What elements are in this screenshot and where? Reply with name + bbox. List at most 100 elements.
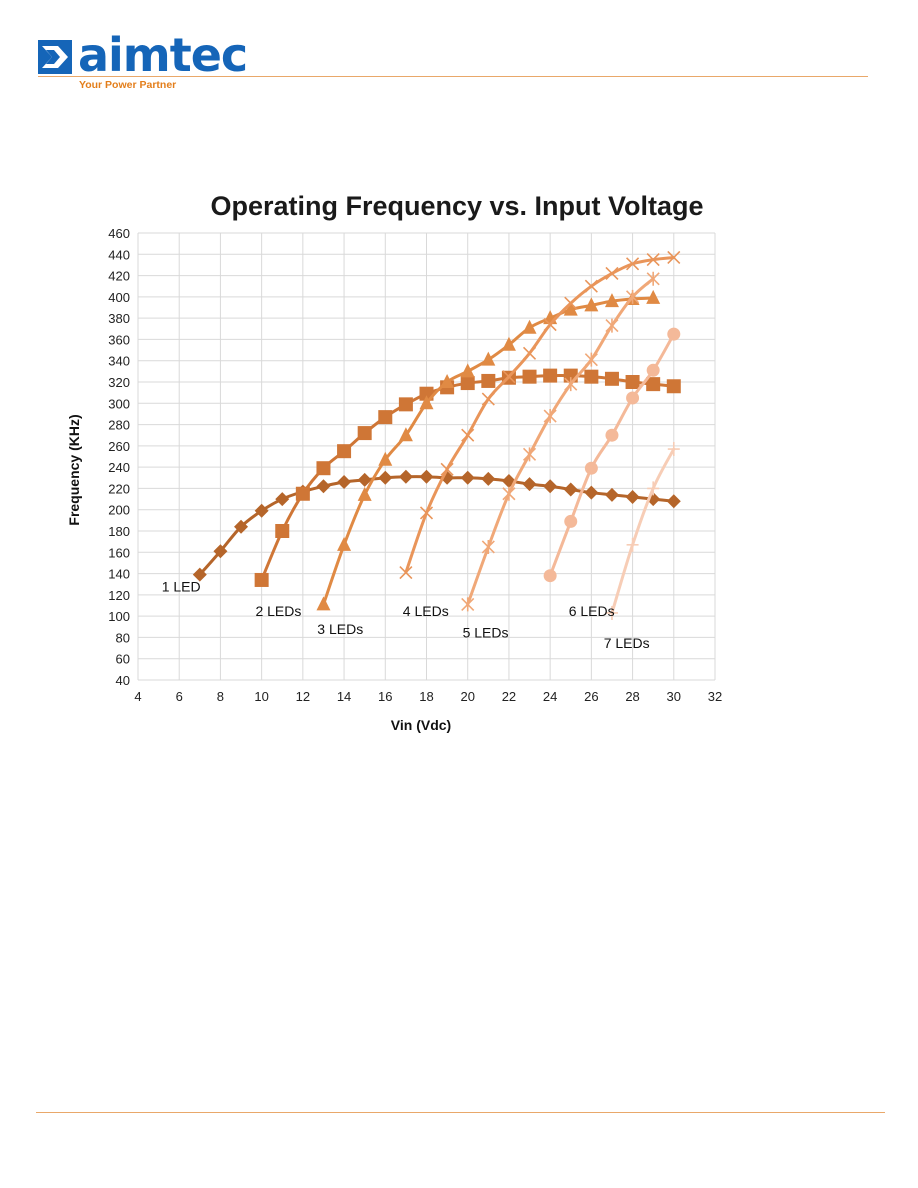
frequency-vs-voltage-chart: Operating Frequency vs. Input Voltage 40… (66, 191, 722, 733)
data-point (667, 327, 681, 341)
data-point (584, 297, 599, 312)
data-point (316, 596, 331, 611)
y-tick-label: 40 (116, 673, 130, 688)
header-divider (38, 76, 868, 77)
chart-title: Operating Frequency vs. Input Voltage (210, 191, 703, 221)
data-point (522, 346, 537, 360)
data-point (563, 301, 578, 316)
data-point (626, 537, 639, 552)
data-point (337, 536, 352, 551)
data-point (604, 487, 619, 502)
data-point (646, 363, 660, 377)
data-point (461, 597, 475, 612)
series-name-label: 5 LEDs (463, 624, 509, 640)
data-point (667, 250, 681, 265)
x-tick-label: 12 (296, 689, 310, 704)
data-point (440, 374, 455, 388)
y-tick-label: 200 (108, 503, 130, 518)
data-point (502, 370, 516, 384)
aimtec-logo-icon (38, 40, 72, 74)
series-1 (192, 469, 681, 582)
chart-grid (137, 232, 716, 681)
y-tick-label: 140 (108, 567, 130, 582)
data-point (584, 352, 598, 367)
chart-container: Operating Frequency vs. Input Voltage 40… (60, 180, 750, 740)
y-tick-label: 260 (108, 439, 130, 454)
data-point (522, 319, 537, 334)
data-point (316, 479, 331, 494)
x-tick-label: 16 (378, 689, 392, 704)
data-point (295, 486, 310, 501)
data-point (316, 461, 331, 476)
data-point (378, 410, 393, 425)
data-point (254, 503, 269, 518)
data-point (501, 336, 516, 351)
data-point (213, 544, 228, 559)
series-name-label: 3 LEDs (317, 621, 363, 637)
x-tick-label: 22 (502, 689, 516, 704)
data-point (502, 486, 516, 501)
footer-divider (36, 1112, 885, 1113)
x-tick-label: 32 (708, 689, 722, 704)
data-point (460, 363, 475, 378)
data-point (481, 471, 496, 486)
data-point (460, 470, 475, 485)
data-point (626, 257, 640, 271)
data-point (666, 379, 681, 394)
page-header: aimtec Your Power Partner (0, 0, 918, 100)
series-5 (461, 271, 660, 612)
series-2 (254, 368, 681, 587)
data-point (646, 377, 661, 392)
x-tick-label: 10 (254, 689, 268, 704)
data-point (543, 368, 558, 383)
data-point (667, 442, 680, 457)
data-point (666, 494, 681, 509)
data-point (646, 289, 661, 304)
data-point (481, 539, 495, 554)
data-point (584, 369, 599, 384)
data-point (543, 479, 558, 494)
data-point (563, 482, 578, 497)
data-point (275, 524, 290, 538)
data-point (584, 485, 599, 500)
data-point (357, 472, 372, 487)
y-tick-label: 180 (108, 524, 130, 539)
x-tick-label: 28 (625, 689, 639, 704)
series-3 (316, 289, 661, 611)
data-point (564, 296, 578, 310)
data-point (564, 377, 578, 392)
x-tick-label: 4 (134, 689, 141, 704)
y-tick-label: 320 (108, 375, 130, 390)
y-tick-label: 380 (108, 311, 130, 326)
data-point (543, 317, 557, 332)
y-tick-label: 420 (108, 269, 130, 284)
data-point (626, 289, 640, 304)
data-point (584, 461, 598, 475)
y-tick-label: 60 (116, 652, 130, 667)
y-axis-label: Frequency (KHz) (66, 414, 82, 525)
data-point (254, 572, 269, 587)
data-point (275, 492, 290, 507)
series-name-label: 7 LEDs (604, 635, 650, 651)
data-point (605, 428, 619, 442)
data-point (646, 253, 660, 267)
data-point (626, 391, 640, 405)
axis-ticks: 40 60 80 100 120 140 160 180 200 220 240 260 280 300 3… (108, 226, 722, 704)
logo-tagline: Your Power Partner (79, 79, 177, 91)
y-tick-label: 440 (108, 247, 130, 262)
data-point (647, 481, 660, 496)
y-tick-label: 80 (116, 630, 130, 645)
data-point (337, 444, 352, 459)
data-point (357, 426, 372, 441)
data-point (522, 369, 537, 384)
data-point (481, 373, 496, 388)
y-tick-label: 220 (108, 481, 130, 496)
y-tick-label: 460 (108, 226, 130, 241)
data-point (625, 375, 640, 389)
y-tick-label: 360 (108, 332, 130, 347)
series-4 (399, 250, 681, 580)
series-name-label: 6 LEDs (569, 603, 615, 619)
x-tick-label: 24 (543, 689, 557, 704)
data-point (337, 475, 352, 490)
y-tick-label: 100 (108, 609, 130, 624)
